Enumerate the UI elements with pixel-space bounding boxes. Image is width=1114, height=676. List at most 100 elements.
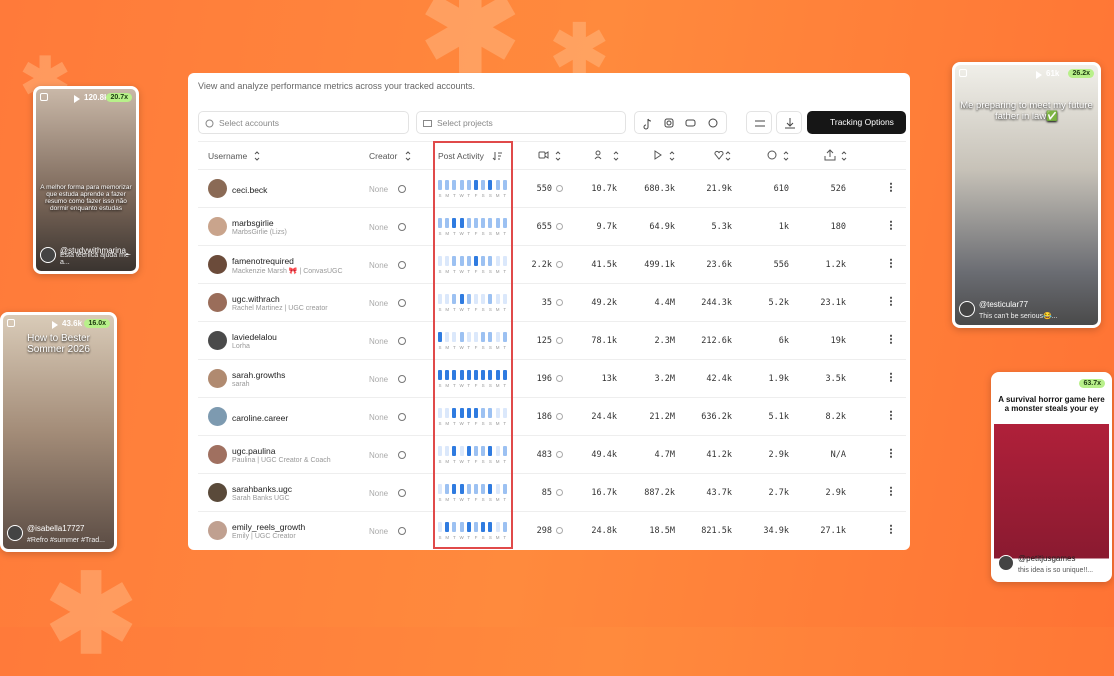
metric: 21.9k: [706, 184, 732, 194]
username[interactable]: caroline.career: [232, 413, 289, 423]
row-menu[interactable]: [890, 448, 892, 458]
activity-bar: [452, 294, 457, 304]
activity-bar: [502, 256, 507, 266]
activity-bar: [481, 446, 486, 456]
filter-button[interactable]: [746, 111, 772, 134]
metric: 42.4k: [706, 374, 732, 384]
day-label: S: [438, 231, 442, 236]
metric: 636.2k: [701, 412, 732, 422]
metric: 655: [536, 222, 552, 232]
metric: 3.2M: [654, 374, 675, 384]
column-header[interactable]: Username: [208, 151, 248, 161]
account-select[interactable]: Select accounts: [198, 111, 409, 134]
caption: A survival horror game here a monster st…: [998, 395, 1105, 413]
activity-bar: [445, 522, 450, 532]
day-label: S: [488, 459, 492, 464]
add-creator-icon[interactable]: [398, 489, 406, 497]
activity-bar: [474, 180, 478, 190]
username[interactable]: famenotrequired: [232, 256, 294, 266]
row-menu[interactable]: [890, 182, 892, 192]
row-divider: [198, 397, 906, 398]
row-menu[interactable]: [890, 410, 892, 420]
day-label: S: [481, 231, 485, 236]
handle: @studywithmarina_: [60, 246, 131, 255]
avatar: [208, 483, 227, 502]
activity-bar: [445, 370, 450, 380]
activity-bar: [445, 484, 450, 494]
username[interactable]: ugc.withrach: [232, 294, 280, 304]
activity-bar: [502, 408, 507, 418]
add-creator-icon[interactable]: [398, 527, 406, 535]
row-menu[interactable]: [890, 296, 892, 306]
day-label: S: [481, 421, 485, 426]
add-creator-icon[interactable]: [398, 261, 406, 269]
activity-bar: [466, 446, 471, 456]
day-label: S: [438, 459, 442, 464]
metric: 35: [541, 298, 552, 308]
column-header[interactable]: Creator: [369, 151, 398, 161]
activity-bar: [474, 370, 478, 380]
video-card[interactable]: 129.3k 63.7x A survival horror game here a…: [991, 372, 1112, 582]
activity-bar: [466, 522, 471, 532]
column-header[interactable]: Post Activity: [438, 151, 484, 161]
day-label: T: [467, 497, 471, 502]
metric: 5.3k: [711, 222, 732, 232]
tracking-options-button[interactable]: Tracking Options: [807, 111, 906, 134]
info-icon: [556, 375, 563, 382]
creator: None: [369, 261, 389, 270]
add-creator-icon[interactable]: [398, 375, 406, 383]
creator: None: [369, 223, 389, 232]
day-label: W: [459, 231, 464, 236]
row-divider: [198, 245, 906, 246]
activity-bar: [466, 294, 471, 304]
metric: 2.9k: [768, 450, 789, 460]
row-menu[interactable]: [890, 486, 892, 496]
day-label: S: [488, 421, 492, 426]
add-creator-icon[interactable]: [398, 451, 406, 459]
add-creator-icon[interactable]: [398, 337, 406, 345]
project-select[interactable]: Select projects: [416, 111, 626, 134]
info-icon: [556, 185, 563, 192]
day-label: M: [495, 383, 500, 388]
row-menu[interactable]: [890, 220, 892, 230]
username[interactable]: ugc.paulina: [232, 446, 276, 456]
metric: 5.2k: [768, 298, 789, 308]
row-menu[interactable]: [890, 372, 892, 382]
row-menu[interactable]: [890, 334, 892, 344]
metric: 27.1k: [820, 526, 846, 536]
metric: 180: [830, 222, 846, 232]
header-icons: [254, 149, 847, 161]
creator-avatar: [959, 301, 975, 317]
add-creator-icon[interactable]: [398, 223, 406, 231]
info-icon: [556, 489, 563, 496]
info-icon: [556, 223, 563, 230]
add-creator-icon[interactable]: [398, 413, 406, 421]
add-creator-icon[interactable]: [398, 185, 406, 193]
day-label: S: [488, 231, 492, 236]
username[interactable]: emily_reels_growth: [232, 522, 306, 532]
metric: 1.9k: [768, 374, 789, 384]
username[interactable]: ceci.beck: [232, 185, 268, 195]
subtitle: Rachel Martinez | UGC creator: [232, 305, 328, 312]
avatar: [208, 445, 227, 464]
day-label: T: [453, 231, 456, 236]
activity-bar: [502, 294, 507, 304]
username[interactable]: sarahbanks.ugc: [232, 484, 293, 494]
username[interactable]: sarah.growths: [232, 370, 286, 380]
video-card[interactable]: 120.8k 20.7x A melhor forma para memorizar…: [33, 86, 139, 274]
username[interactable]: laviedelalou: [232, 332, 277, 342]
metric: 680.3k: [644, 184, 675, 194]
comment: this idea is so unique!!...: [1018, 567, 1094, 574]
add-creator-icon[interactable]: [398, 299, 406, 307]
row-menu[interactable]: [890, 258, 892, 268]
platform-filter[interactable]: [634, 111, 727, 134]
day-label: S: [438, 383, 442, 388]
video-card[interactable]: 43.6k 16.0x How to Bester Sommer 2026 @isab…: [0, 312, 117, 552]
day-label: W: [459, 193, 464, 198]
download-button[interactable]: [776, 111, 802, 134]
video-card[interactable]: 61k 26.2x Me preparing to meet my future f…: [952, 62, 1101, 328]
activity-bar: [438, 522, 442, 532]
row-menu[interactable]: [890, 524, 892, 534]
username[interactable]: marbsgirlie: [232, 218, 274, 228]
